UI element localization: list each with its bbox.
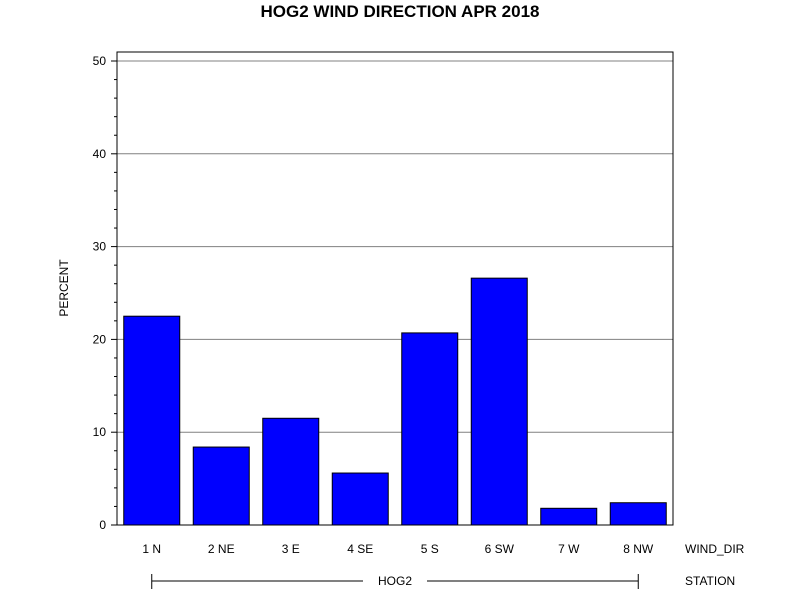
- y-tick-label: 30: [93, 240, 107, 254]
- bar: [540, 507, 598, 526]
- y-axis-label: PERCENT: [57, 259, 71, 317]
- x-tick-label: 1 N: [142, 542, 161, 556]
- x-tick-label: 7 W: [558, 542, 580, 556]
- station-group-axis: HOG2: [151, 574, 639, 589]
- bar: [609, 502, 667, 526]
- x-tick-label: 4 SE: [347, 542, 373, 556]
- station-group-label: HOG2: [378, 574, 412, 588]
- x-tick-label: 8 NW: [623, 542, 654, 556]
- bar: [262, 417, 320, 526]
- bar: [331, 472, 389, 526]
- y-axis: 0 10 20 30 40 50: [93, 54, 117, 532]
- grid-lines: [117, 60, 673, 433]
- y-tick-label: 10: [93, 425, 107, 439]
- x-axis-label: WIND_DIR: [685, 542, 745, 556]
- x-tick-label: 5 S: [421, 542, 439, 556]
- chart-title: HOG2 WIND DIRECTION APR 2018: [261, 2, 540, 21]
- x-axis: 1 N 2 NE 3 E 4 SE 5 S 6 SW 7 W 8 NW: [142, 542, 654, 556]
- bar: [470, 277, 528, 526]
- bar: [401, 332, 459, 526]
- x-tick-label: 2 NE: [208, 542, 235, 556]
- y-tick-label: 40: [93, 147, 107, 161]
- y-tick-label: 20: [93, 332, 107, 346]
- bar: [192, 446, 250, 526]
- x-tick-label: 3 E: [282, 542, 300, 556]
- bar: [123, 315, 181, 526]
- y-tick-label: 50: [93, 54, 107, 68]
- bars: [123, 277, 667, 526]
- station-axis-label: STATION: [685, 574, 735, 588]
- x-tick-label: 6 SW: [485, 542, 515, 556]
- y-tick-label: 0: [99, 518, 106, 532]
- plot-area-frame: [116, 51, 674, 526]
